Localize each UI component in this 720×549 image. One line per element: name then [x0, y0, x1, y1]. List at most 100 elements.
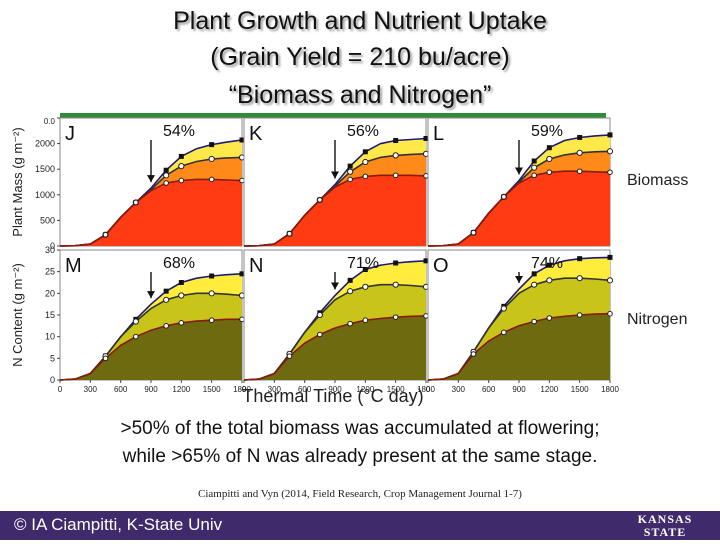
point-mid — [132, 318, 139, 325]
citation: Ciampitti and Vyn (2014, Field Research,… — [198, 488, 522, 500]
point-base — [501, 194, 507, 200]
point-base — [286, 230, 293, 237]
point-base — [392, 314, 399, 320]
point-mid — [362, 283, 369, 290]
point-base — [576, 312, 583, 318]
point-total — [209, 273, 215, 279]
x-tick-label: 600 — [114, 385, 128, 394]
panel-letter: M — [65, 255, 82, 277]
point-total — [163, 288, 169, 294]
x-tick-label: 0 — [58, 385, 63, 394]
flowering-percent: 54% — [163, 123, 195, 140]
y-tick-label: 10 — [45, 332, 55, 342]
point-base — [178, 320, 185, 326]
point-mid — [546, 155, 553, 163]
point-mid — [392, 152, 399, 159]
y-tick-label: 0 — [50, 375, 55, 385]
title-line-2: (Grain Yield = 210 bu/acre) — [210, 43, 510, 71]
point-mid — [576, 149, 583, 156]
x-tick-label: 600 — [482, 385, 496, 394]
point-base — [546, 169, 553, 176]
point-base — [133, 199, 139, 206]
area-base — [60, 179, 242, 246]
point-mid — [347, 168, 354, 175]
footer-text: © IA Ciampitti, K-State Univ — [14, 515, 223, 534]
title-line-3: “Biomass and Nitrogen” — [228, 81, 492, 109]
point-total — [607, 254, 613, 260]
summary-line-2: while >65% of N was already present at t… — [122, 446, 598, 467]
area-base — [428, 171, 610, 246]
y-tick-label-top: 0.0 — [44, 117, 56, 126]
biomass-label: Biomass — [627, 172, 689, 189]
area-base — [244, 315, 426, 380]
y-axis-title: N Content (g m⁻²) — [10, 263, 25, 367]
panel-k: K 56% — [243, 117, 430, 247]
point-mid — [606, 148, 614, 155]
point-base — [317, 331, 323, 338]
point-mid — [163, 172, 170, 179]
point-mid — [208, 155, 215, 163]
point-base — [362, 173, 369, 180]
y-tick-label: 0 — [50, 241, 55, 251]
footer-bar: © IA Ciampitti, K-State Univ KANSAS STAT… — [0, 511, 720, 548]
point-total — [577, 134, 583, 140]
x-tick-label: 1200 — [540, 385, 558, 394]
point-total — [362, 149, 368, 155]
area-base — [428, 313, 610, 380]
nitrogen-label: Nitrogen — [627, 311, 688, 328]
flowering-percent: 68% — [163, 255, 195, 272]
top-strip — [60, 113, 606, 118]
point-mid — [316, 311, 323, 319]
flowering-percent: 56% — [347, 123, 379, 140]
panel-m: M 68% 0 300 600 900 1200 1500 1800 — [58, 249, 251, 394]
point-total — [577, 256, 583, 262]
panel-letter: K — [249, 123, 263, 145]
panel-n: N 71% 0 300 600 900 1200 1500 1800 — [242, 249, 435, 394]
flowering-arrowhead — [331, 171, 339, 179]
point-base — [607, 310, 613, 317]
y-tick-label: 25 — [45, 267, 55, 277]
point-base — [102, 355, 109, 362]
point-base — [163, 180, 169, 186]
point-base — [546, 315, 553, 321]
flowering-arrowhead — [515, 167, 523, 175]
point-base — [178, 177, 185, 184]
point-mid — [362, 158, 369, 166]
x-tick-label: 300 — [268, 385, 282, 394]
point-base — [208, 176, 215, 183]
x-tick-label: 1500 — [571, 385, 589, 394]
point-mid — [546, 277, 553, 284]
x-tick-label: 0 — [242, 385, 247, 394]
point-base — [347, 176, 353, 183]
flowering-percent: 74% — [531, 255, 563, 272]
point-mid — [531, 281, 538, 288]
point-total — [546, 262, 552, 268]
x-tick-label: 0 — [426, 385, 431, 394]
panel-letter: J — [65, 123, 75, 145]
flowering-arrowhead — [515, 276, 523, 283]
point-mid — [163, 296, 170, 303]
y-tick-label: 1500 — [35, 164, 55, 174]
flowering-arrowhead — [147, 291, 155, 299]
point-base — [208, 317, 215, 323]
x-tick-label: 1500 — [387, 385, 405, 394]
point-total — [423, 135, 429, 141]
panel-letter: L — [433, 123, 444, 145]
point-mid — [208, 290, 215, 297]
x-tick-label: 1200 — [172, 385, 190, 394]
point-base — [362, 317, 369, 323]
x-tick-label: 600 — [298, 385, 312, 394]
area-base — [60, 319, 242, 380]
point-mid — [606, 277, 614, 284]
point-mid — [178, 292, 185, 299]
y-tick-label: 1000 — [35, 190, 55, 200]
point-total — [209, 142, 215, 148]
point-total — [531, 271, 537, 277]
x-tick-label: 1200 — [356, 385, 374, 394]
point-total — [347, 277, 353, 283]
panel-letter: N — [249, 255, 263, 277]
summary-line-1: >50% of the total biomass was accumulate… — [120, 418, 600, 439]
x-tick-label: 300 — [84, 385, 98, 394]
flowering-arrowhead — [331, 282, 339, 290]
